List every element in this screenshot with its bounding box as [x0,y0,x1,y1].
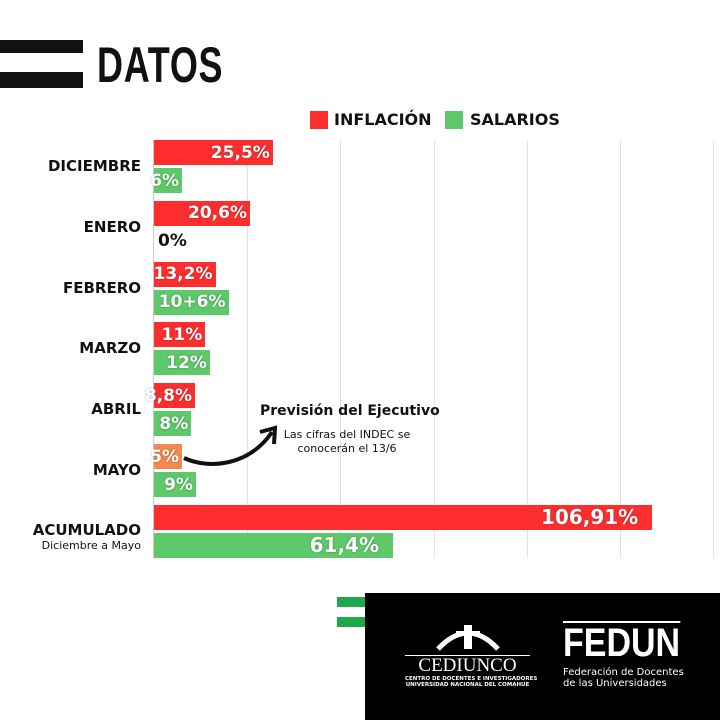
category-label: ABRIL [91,400,141,419]
cediunco-line1: CENTRO DE DOCENTES E INVESTIGADORES [405,676,538,682]
annotation-text: Las cifras del INDEC se conocerán el 13/… [272,428,422,456]
bar-label: 106,91% [540,505,639,530]
inflation-bar: 13,2% [153,261,216,287]
header-decor-bar [0,40,83,53]
inflation-bar: 8,8% [145,383,195,409]
inflation-bar: 25,5% [154,140,273,165]
category-label: MARZO [79,339,141,358]
gridline [433,140,435,558]
fedun-name: FEDUN [563,621,681,665]
legend-label-salary: SALARIOS [470,110,560,129]
y-axis-line [153,140,154,558]
bar-label: 8% [159,413,189,434]
bar-label: 13,2% [153,264,213,285]
bar-label: 9% [164,474,193,495]
gridline [526,140,528,558]
gridline [620,140,621,558]
salary-bar: 12% [154,350,210,376]
arrow-icon [183,425,278,466]
bar-label: 25,5% [210,142,270,163]
legend-swatch-salary [445,111,463,129]
page-title: DATOS [97,37,224,93]
cediunco-line2: UNIVERSIDAD NACIONAL DEL COMAHUE [405,682,530,688]
category-label: DICIEMBRE [47,157,141,175]
bar-label: 12% [166,352,207,373]
bar-label: 5% [150,446,179,467]
gridline [340,140,342,558]
gridline [247,140,249,558]
legend-swatch-inflation [310,111,328,129]
annotation-title: Previsión del Ejecutivo [260,403,440,419]
bar-label: 0% [158,230,187,251]
cediunco-logo: CEDIUNCO CENTRO DE DOCENTES E INVESTIGAD… [405,621,538,688]
legend-label-inflation: INFLACIÓN [334,110,432,129]
inflation-bar: 5% [150,444,182,469]
bar-label: 61,4% [309,533,379,558]
annotation-line: Las cifras del INDEC se [283,428,411,441]
fedun-line2: de las Universidades [563,678,667,689]
bar-label: 10+6% [158,292,226,313]
bar-label: 6% [150,170,179,191]
inflation-bar: 20,6% [154,200,250,226]
inflation-bar: 11% [154,322,206,348]
category-label: MAYO [92,461,141,479]
category-label: ENERO [83,217,141,236]
cediunco-name: CEDIUNCO [405,655,530,676]
bar-label: 11% [161,324,203,345]
bar-label: 8,8% [144,385,192,406]
fedun-line1: Federación de Docentes [563,667,684,678]
salary-bar: 6% [150,168,182,193]
cediunco-emblem-icon [435,625,500,651]
category-label: FEBRERO [62,278,141,297]
bar-label: 20,6% [188,203,247,224]
salary-bar: 9% [154,472,196,497]
salary-bar: 8% [154,411,192,437]
salary-bar: 61,4% [154,532,393,558]
footer-logos: CEDIUNCO CENTRO DE DOCENTES E INVESTIGAD… [365,593,720,720]
fedun-logo: FEDUN Federación de Docentes de las Univ… [563,621,701,689]
inflation-bar: 106,91% [154,504,653,530]
category-label: ACUMULADO [32,520,141,539]
gridline [713,140,715,558]
annotation-line: conocerán el 13/6 [297,442,397,455]
salary-bar: 10+6% [154,289,229,315]
category-subtitle: Diciembre a Mayo [41,538,141,552]
header-decor-bar [0,72,83,88]
